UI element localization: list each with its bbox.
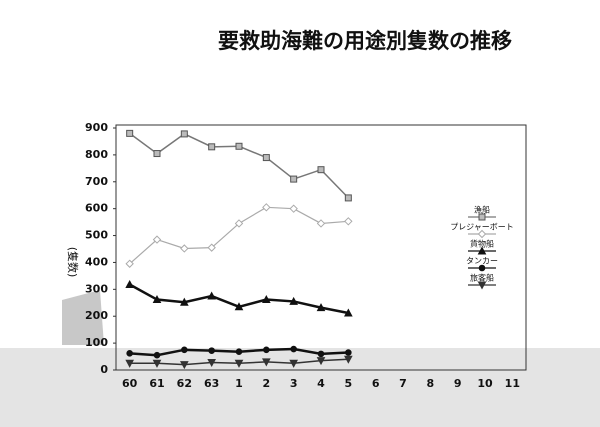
x-tick-label: 60: [122, 377, 138, 390]
x-tick-label: 11: [505, 377, 520, 390]
x-tick-label: 3: [290, 377, 298, 390]
background-band: [0, 348, 600, 427]
point-marker: [152, 359, 162, 368]
point-marker: [152, 235, 162, 244]
y-axis-label: (隻数): [66, 247, 80, 278]
x-tick-label: 61: [149, 377, 164, 390]
legend-marker: [477, 281, 487, 290]
point-marker: [317, 350, 325, 358]
legend-marker: [477, 246, 487, 255]
x-tick-label: 2: [263, 377, 271, 390]
y-tick-label: 600: [85, 202, 108, 215]
point-marker: [317, 166, 325, 174]
point-marker: [181, 346, 188, 354]
point-marker: [126, 129, 134, 137]
point-marker: [207, 291, 217, 300]
point-marker: [262, 203, 271, 212]
point-marker: [316, 303, 326, 312]
point-marker: [343, 308, 353, 317]
point-marker: [152, 294, 162, 304]
point-marker: [208, 143, 216, 151]
legend-label: 旅客船: [470, 273, 494, 283]
y-tick-label: 200: [85, 309, 108, 322]
point-marker: [125, 359, 135, 368]
point-marker: [263, 346, 270, 354]
point-marker: [344, 194, 352, 202]
point-marker: [344, 217, 353, 226]
point-marker: [208, 347, 215, 354]
point-marker: [261, 358, 271, 367]
x-tick-label: 62: [177, 377, 192, 390]
point-marker: [180, 244, 189, 253]
y-tick-label: 300: [85, 282, 108, 295]
point-marker: [179, 361, 189, 370]
point-marker: [235, 348, 243, 356]
legend-marker: [478, 264, 486, 272]
point-marker: [207, 243, 216, 252]
series-line: [129, 206, 349, 265]
legend-label: 貨物船: [470, 239, 494, 249]
point-marker: [153, 150, 161, 158]
chart-title: 要救助海難の用途別隻数の推移: [218, 29, 512, 53]
point-marker: [316, 357, 326, 366]
point-marker: [289, 204, 298, 213]
y-tick-label: 400: [85, 255, 108, 268]
x-tick-label: 10: [477, 377, 493, 390]
point-marker: [235, 142, 243, 150]
x-tick-label: 7: [399, 377, 407, 390]
point-marker: [207, 358, 217, 368]
point-marker: [290, 345, 297, 353]
point-marker: [289, 296, 299, 305]
y-tick-label: 900: [85, 121, 108, 134]
boat-sail: [62, 290, 104, 345]
x-tick-label: 5: [345, 377, 353, 390]
legend-marker: [477, 229, 487, 239]
point-marker: [234, 219, 244, 228]
y-tick-label: 700: [85, 175, 108, 188]
point-marker: [261, 294, 271, 304]
point-marker: [126, 350, 133, 357]
point-marker: [343, 355, 353, 364]
point-marker: [316, 219, 326, 228]
y-tick-label: 500: [85, 229, 108, 242]
y-tick-label: 800: [85, 148, 108, 161]
x-tick-label: 9: [454, 377, 462, 390]
x-tick-label: 6: [372, 377, 380, 390]
x-tick-label: 1: [235, 377, 243, 390]
point-marker: [234, 359, 244, 368]
x-tick-label: 8: [427, 377, 435, 390]
point-marker: [125, 259, 134, 268]
x-tick-label: 63: [204, 377, 219, 390]
point-marker: [262, 154, 270, 162]
point-marker: [234, 302, 244, 311]
point-marker: [290, 175, 298, 183]
legend-label: タンカー: [466, 257, 498, 266]
point-marker: [125, 279, 135, 288]
point-marker: [179, 297, 189, 306]
y-tick-label: 0: [100, 363, 108, 376]
point-marker: [345, 349, 352, 356]
plot-frame: [115, 124, 527, 371]
x-tick-label: 4: [317, 377, 325, 390]
point-marker: [289, 359, 299, 368]
point-marker: [180, 130, 188, 138]
legend-marker: [478, 213, 486, 221]
legend-label: 漁船: [474, 205, 490, 215]
y-tick-label: 100: [85, 336, 108, 349]
point-marker: [153, 351, 161, 359]
legend-label: プレジャーボート: [450, 223, 514, 232]
